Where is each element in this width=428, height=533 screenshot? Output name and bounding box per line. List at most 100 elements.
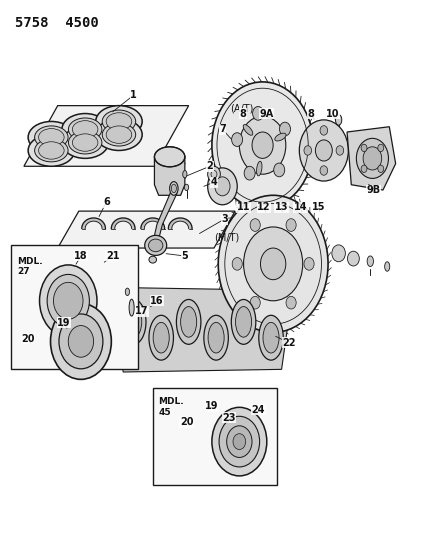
Text: 5758  4500: 5758 4500 [15,16,99,30]
Ellipse shape [72,120,98,138]
Polygon shape [155,157,185,195]
Circle shape [378,165,384,173]
Text: 2: 2 [206,161,213,171]
Circle shape [54,282,83,319]
Text: 18: 18 [74,251,88,261]
Text: 23: 23 [222,413,235,423]
Circle shape [315,140,332,161]
Circle shape [232,257,242,270]
Ellipse shape [149,256,157,263]
Polygon shape [141,218,165,229]
Circle shape [252,132,273,158]
Circle shape [59,314,103,369]
Circle shape [51,303,111,379]
Text: 11: 11 [237,203,250,213]
Ellipse shape [385,262,390,271]
Ellipse shape [122,300,146,344]
Ellipse shape [155,147,185,167]
Circle shape [227,426,252,457]
Circle shape [218,195,328,333]
Ellipse shape [102,123,136,146]
Ellipse shape [231,300,256,344]
Ellipse shape [126,306,142,337]
Circle shape [320,126,328,135]
Circle shape [208,168,237,205]
Circle shape [68,326,94,357]
Ellipse shape [62,127,108,158]
Ellipse shape [204,316,229,360]
Circle shape [253,107,264,120]
Circle shape [47,274,89,327]
Circle shape [304,146,312,155]
Circle shape [219,416,260,467]
Ellipse shape [39,142,64,159]
Ellipse shape [116,320,126,340]
Circle shape [215,177,230,196]
Circle shape [363,147,382,170]
Ellipse shape [112,313,130,346]
Circle shape [348,251,360,266]
Ellipse shape [153,322,169,353]
Circle shape [250,296,260,309]
Text: 8: 8 [239,109,246,118]
Ellipse shape [106,113,132,130]
Text: 19: 19 [57,318,71,328]
Text: 16: 16 [150,296,164,306]
Ellipse shape [28,122,74,153]
Circle shape [232,133,243,147]
Text: 5: 5 [181,251,188,261]
Circle shape [212,82,313,208]
Text: 21: 21 [106,251,119,261]
Ellipse shape [129,299,134,316]
Ellipse shape [102,110,136,133]
Polygon shape [111,218,135,229]
Ellipse shape [243,125,253,135]
Circle shape [244,227,303,301]
Text: 20: 20 [21,334,35,344]
Text: 10: 10 [326,109,339,118]
Ellipse shape [176,300,201,344]
Text: (A/T): (A/T) [230,103,253,114]
Text: 12: 12 [257,203,270,213]
Ellipse shape [208,322,224,353]
Ellipse shape [68,118,102,141]
Ellipse shape [275,133,286,141]
Circle shape [378,144,384,151]
Text: 9B: 9B [366,185,380,195]
Ellipse shape [106,126,132,143]
Polygon shape [24,106,189,166]
Ellipse shape [96,106,142,138]
Text: 4: 4 [211,177,217,187]
Ellipse shape [28,135,74,166]
Polygon shape [168,218,192,229]
Circle shape [361,165,367,173]
Bar [153,388,277,486]
Ellipse shape [62,114,108,145]
Ellipse shape [263,322,279,353]
Text: 22: 22 [282,338,296,348]
Circle shape [244,166,255,180]
Text: 3: 3 [221,214,228,224]
Circle shape [239,116,286,174]
Circle shape [233,434,246,449]
Text: 13: 13 [275,203,288,213]
Ellipse shape [149,316,173,360]
Text: 15: 15 [312,203,326,213]
Circle shape [361,144,367,151]
Text: MDL.
27: MDL. 27 [18,257,43,277]
Ellipse shape [367,256,374,266]
Polygon shape [347,127,395,190]
Text: 8: 8 [308,109,315,118]
Circle shape [286,296,296,309]
Ellipse shape [39,128,64,146]
Ellipse shape [171,184,176,192]
Ellipse shape [35,139,68,162]
Text: 1: 1 [131,90,137,100]
Ellipse shape [256,161,262,176]
Text: 20: 20 [180,417,193,427]
Circle shape [320,166,328,175]
Polygon shape [117,288,288,372]
Circle shape [261,248,286,280]
Ellipse shape [145,236,166,255]
Polygon shape [154,191,177,238]
